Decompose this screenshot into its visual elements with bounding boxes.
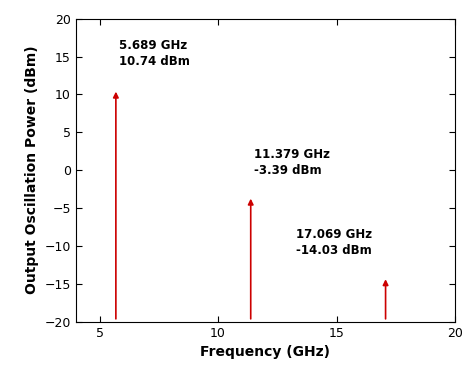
X-axis label: Frequency (GHz): Frequency (GHz) — [201, 345, 330, 359]
Y-axis label: Output Oscillation Power (dBm): Output Oscillation Power (dBm) — [25, 46, 39, 294]
Text: 17.069 GHz
-14.03 dBm: 17.069 GHz -14.03 dBm — [295, 229, 372, 257]
Text: 11.379 GHz
-3.39 dBm: 11.379 GHz -3.39 dBm — [254, 148, 330, 177]
Text: 5.689 GHz
10.74 dBm: 5.689 GHz 10.74 dBm — [119, 39, 190, 68]
